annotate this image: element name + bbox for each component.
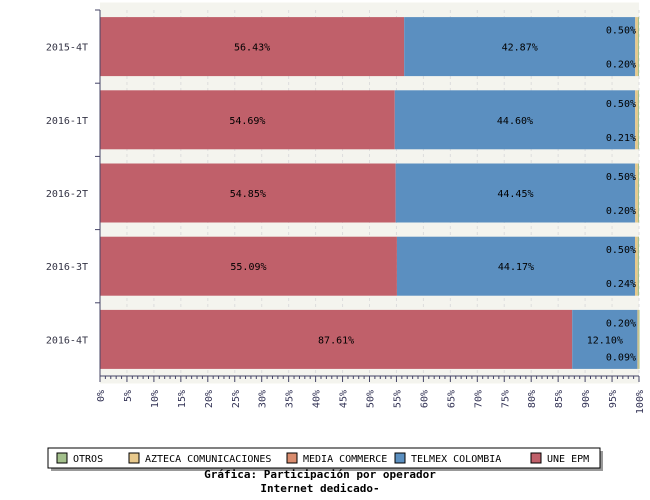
data-label: 56.43% (234, 43, 270, 54)
x-tick-label: 10% (150, 390, 161, 408)
bar-otros (637, 236, 639, 296)
data-label: 0.20% (606, 318, 636, 329)
data-label: 54.69% (229, 116, 265, 127)
bar-otros (637, 17, 639, 77)
bar-otros (637, 90, 639, 150)
bar-une-epm (100, 90, 395, 150)
x-tick-label: 75% (500, 390, 511, 408)
legend-swatch (530, 452, 542, 464)
bar-azteca-comunicaciones (635, 90, 638, 150)
legend-item-label: TELMEX COLOMBIA (411, 454, 501, 465)
data-label: 12.10% (587, 335, 623, 346)
x-tick-label: 65% (446, 390, 457, 408)
bar-telmex-colombia (572, 309, 638, 369)
x-tick-label: 35% (285, 390, 296, 408)
data-label: 44.17% (498, 262, 534, 273)
category-label: 2016-1T (46, 116, 88, 127)
x-tick-label: 25% (231, 390, 242, 408)
data-label: 0.50% (606, 99, 636, 110)
data-label: 0.50% (606, 172, 636, 183)
bar-telmex-colombia (395, 163, 636, 223)
x-tick-label: 90% (581, 390, 592, 408)
category-label: 2015-4T (46, 43, 88, 54)
bar-otros (638, 309, 640, 369)
bar-une-epm (100, 236, 397, 296)
x-tick-label: 80% (527, 390, 538, 408)
x-tick-label: 95% (608, 390, 619, 408)
legend-item-label: AZTECA COMUNICACIONES (145, 454, 271, 465)
bar-telmex-colombia (396, 236, 636, 296)
chart-title: Gráfica: Participación por operador (204, 468, 436, 481)
x-tick-label: 55% (392, 390, 403, 408)
data-label: 42.87% (502, 43, 538, 54)
data-label: 0.24% (606, 279, 636, 290)
bar-une-epm (100, 163, 396, 223)
x-tick-label: 30% (258, 390, 269, 408)
legend-box (47, 447, 601, 469)
legend-swatch (394, 452, 406, 464)
x-tick-label: 60% (419, 390, 430, 408)
bar-azteca-comunicaciones (635, 17, 638, 77)
bar-une-epm (100, 309, 573, 369)
data-label: 54.85% (230, 189, 266, 200)
data-label: 0.21% (606, 133, 636, 144)
bar-azteca-comunicaciones (635, 236, 638, 296)
bar-telmex-colombia (394, 90, 636, 150)
data-label: 44.45% (497, 189, 533, 200)
bar-otros (637, 163, 639, 223)
grid-stripe (100, 295, 639, 311)
data-label: 0.09% (606, 352, 636, 363)
data-label: 0.50% (606, 26, 636, 37)
data-label: 44.60% (497, 116, 533, 127)
legend-swatch (128, 452, 140, 464)
category-label: 2016-3T (46, 262, 88, 273)
data-label: 0.20% (606, 60, 636, 71)
plot-area: 56.43% 42.87% 0.50% 0.20% 2015-4T 54.69% 44.60… (46, 2, 646, 414)
x-tick-label: 20% (204, 390, 215, 408)
x-tick-label: 85% (554, 390, 565, 408)
x-tick-label: 15% (177, 390, 188, 408)
category-label: 2016-4T (46, 335, 88, 346)
bar-une-epm (100, 17, 405, 77)
data-label: 55.09% (230, 262, 266, 273)
x-tick-label: 40% (312, 390, 323, 408)
bar-azteca-comunicaciones (637, 309, 639, 369)
x-tick-label: 45% (339, 390, 350, 408)
legend-swatch (56, 452, 68, 464)
x-tick-label: 50% (366, 390, 377, 408)
legend-item-label: MEDIA COMMERCE (303, 454, 387, 465)
bar-telmex-colombia (404, 17, 636, 77)
data-label: 0.50% (606, 245, 636, 256)
chart-subtitle: Internet dedicado- (260, 482, 379, 495)
legend-item-label: OTROS (73, 454, 103, 465)
data-label: 87.61% (318, 335, 354, 346)
data-label: 0.20% (606, 206, 636, 217)
x-tick-label: 0% (96, 390, 107, 402)
x-tick-label: 5% (123, 390, 134, 402)
bar-azteca-comunicaciones (635, 163, 638, 223)
category-label: 2016-2T (46, 189, 88, 200)
x-tick-label: 70% (473, 390, 484, 408)
legend-swatch (286, 452, 298, 464)
x-tick-label: 100% (635, 390, 646, 414)
legend-item-label: UNE EPM (547, 454, 589, 465)
legend: OTROS AZTECA COMUNICACIONES MEDIA COMMERCE… (47, 447, 603, 471)
